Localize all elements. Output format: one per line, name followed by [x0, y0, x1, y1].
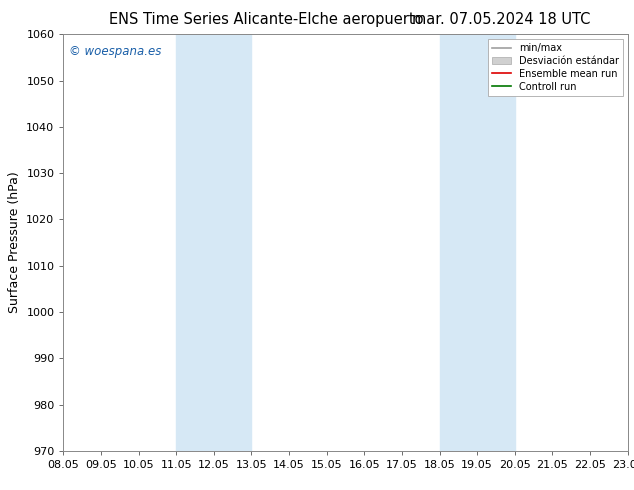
Text: © woespana.es: © woespana.es — [69, 45, 162, 58]
Bar — [176, 34, 252, 451]
Legend: min/max, Desviación estándar, Ensemble mean run, Controll run: min/max, Desviación estándar, Ensemble m… — [488, 39, 623, 96]
Y-axis label: Surface Pressure (hPa): Surface Pressure (hPa) — [8, 172, 21, 314]
Bar — [439, 34, 515, 451]
Text: ENS Time Series Alicante-Elche aeropuerto: ENS Time Series Alicante-Elche aeropuert… — [109, 12, 424, 27]
Text: mar. 07.05.2024 18 UTC: mar. 07.05.2024 18 UTC — [411, 12, 590, 27]
